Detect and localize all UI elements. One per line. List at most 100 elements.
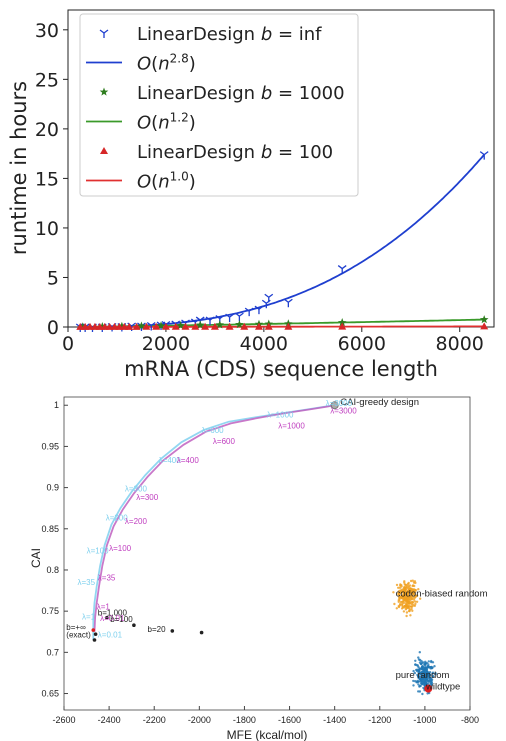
pure-random-cloud-dot <box>415 668 418 672</box>
beam-point <box>91 628 96 632</box>
codon-biased-cloud-dot <box>411 584 414 588</box>
codon-biased-cloud-dot <box>405 591 408 594</box>
legend-box <box>79 13 359 197</box>
codon-biased-cloud-dot <box>412 593 415 596</box>
annotation-label: wildtype <box>425 681 460 692</box>
x-tick-label: -2200 <box>143 715 166 725</box>
runtime-x-axis-label: mRNA (CDS) sequence length <box>124 357 438 381</box>
y-tick-label: 10 <box>35 218 59 240</box>
pure-random-cloud-dot <box>419 680 422 683</box>
marker-arm <box>248 307 254 312</box>
data-point-marker <box>205 316 215 326</box>
codon-biased-cloud-dot <box>399 596 402 599</box>
marker-arm <box>205 316 211 321</box>
y-tick-label: 5 <box>47 267 59 289</box>
annotation-label: λ=100 <box>109 544 132 553</box>
pure-random-cloud-dot <box>431 661 435 664</box>
codon-biased-cloud-dot <box>417 588 420 591</box>
y-tick-label: 0 <box>47 317 59 339</box>
pure-random-cloud-dot <box>420 677 423 681</box>
legend-label-part: ( <box>151 113 158 134</box>
pure-random-cloud-dot <box>427 680 430 683</box>
pure-random-cloud-dot <box>431 675 435 678</box>
data-point-marker <box>191 322 200 330</box>
marker-arm <box>254 305 260 310</box>
pure-random-cloud-dot <box>412 684 415 687</box>
annotation-label: λ=3000 <box>330 407 357 416</box>
annotation-label: λ=0.01 <box>100 614 125 623</box>
pure-random-cloud-dot <box>420 665 424 669</box>
annotation-label: λ=600 <box>213 437 236 446</box>
codon-biased-cloud-dot <box>402 593 406 596</box>
data-point-marker <box>125 322 134 330</box>
pure-random-cloud-dot <box>418 651 421 654</box>
data-point-marker <box>161 322 170 330</box>
pure-random-cloud-dot <box>420 682 423 685</box>
marker-arm <box>238 312 244 317</box>
codon-biased-cloud-dot <box>411 609 414 612</box>
marker-arm <box>479 151 485 156</box>
legend-label-part: = 1000 <box>272 83 344 104</box>
pure-random-cloud-dot <box>421 674 424 677</box>
codon-biased-cloud-dot <box>400 585 403 588</box>
x-tick-label: -1200 <box>368 715 391 725</box>
annotation-label: λ=1000 <box>278 421 305 430</box>
codon-biased-cloud-dot <box>410 605 413 608</box>
annotation-label: (exact) <box>66 631 91 640</box>
legend-label-part: ) <box>189 172 196 193</box>
pure-random-cloud-dot <box>420 667 423 671</box>
data-point-marker <box>480 322 489 330</box>
pure-random-cloud-dot <box>425 676 428 679</box>
marker-arm <box>287 298 293 303</box>
pure-random-cloud-dot <box>434 672 437 675</box>
codon-biased-cloud-dot <box>397 593 401 596</box>
data-point-marker <box>142 322 151 330</box>
legend-label-part: LinearDesign <box>137 142 261 163</box>
y-tick-label: 0.8 <box>46 565 59 575</box>
y-tick-label: 0.7 <box>46 647 59 657</box>
legend-label-part: = inf <box>272 24 322 45</box>
marker-arm <box>234 312 240 317</box>
codon-biased-cloud-dot <box>397 586 400 589</box>
pure-random-cloud-dot <box>414 680 417 683</box>
annotation-label: b=1,000 <box>98 608 128 617</box>
cai-y-axis-label: CAI <box>29 548 43 568</box>
y-tick-label: 15 <box>35 168 59 190</box>
data-point-marker <box>137 321 146 330</box>
pure-random-cloud-dot <box>412 669 415 673</box>
codon-biased-cloud-dot <box>399 600 402 604</box>
data-point-marker <box>244 307 254 317</box>
marker-arm <box>264 293 270 298</box>
cai-mfe-chart: -2600 -2400 -2200 -2000 -1800 -1600 -1400 -1200… <box>29 396 488 741</box>
annotation-label: λ=400 <box>177 456 200 465</box>
marker-arm <box>258 305 264 310</box>
beam-point <box>132 623 136 627</box>
marker-arm <box>261 299 267 304</box>
runtime-legend: LinearDesign b = infO(n2.8)LinearDesign … <box>79 13 359 197</box>
codon-biased-cloud-dot <box>402 610 406 613</box>
codon-biased-cloud-dot <box>405 614 408 618</box>
codon-biased-cloud-dot <box>414 602 417 606</box>
x-tick-label: 4000 <box>240 333 288 355</box>
pure-random-cloud-dot <box>416 679 419 683</box>
pure-random-cloud-dot <box>414 659 417 662</box>
codon-biased-cloud-dot <box>407 590 410 593</box>
data-point-marker <box>240 322 249 330</box>
pure-random-cloud-dot <box>430 680 433 683</box>
data-point-marker <box>337 265 347 274</box>
data-point-marker <box>146 321 156 331</box>
codon-biased-cloud-dot <box>403 581 406 584</box>
annotation-label: λ=100 <box>87 547 110 556</box>
data-point-marker <box>337 318 347 327</box>
data-point-marker <box>78 322 87 331</box>
annotation-label: λ=1 <box>82 612 96 621</box>
legend-label-part: 1.2 <box>170 111 189 125</box>
data-point-marker <box>338 322 347 330</box>
pure-random-cloud-dot <box>417 656 420 659</box>
y-tick-label: 30 <box>35 20 59 42</box>
pure-random-cloud-dot <box>421 692 424 696</box>
pure-random-cloud-dot <box>418 690 422 693</box>
legend-label: O(n2.8) <box>137 52 196 75</box>
codon-biased-cloud-dot <box>411 601 415 604</box>
data-point-marker <box>479 151 489 160</box>
